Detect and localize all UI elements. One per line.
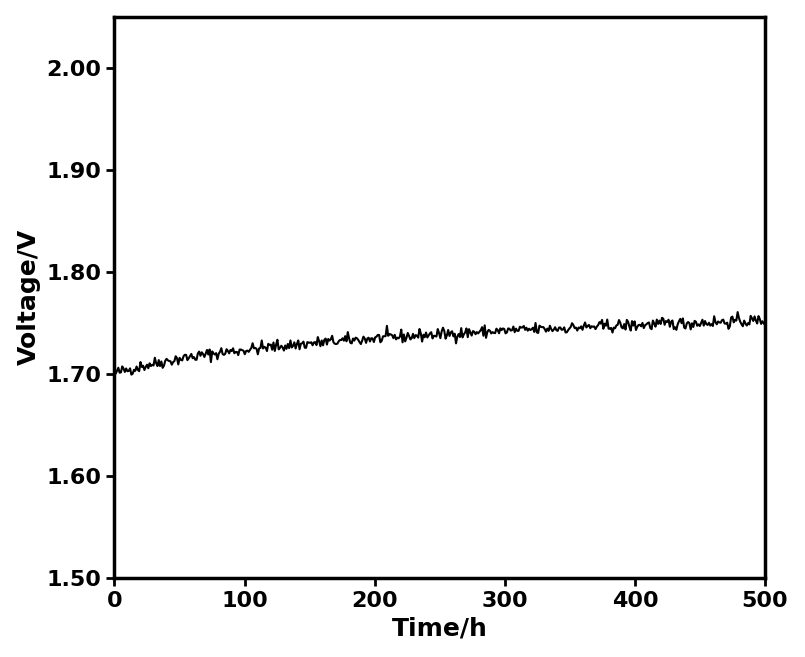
Y-axis label: Voltage/V: Voltage/V <box>17 229 41 365</box>
X-axis label: Time/h: Time/h <box>392 616 488 641</box>
